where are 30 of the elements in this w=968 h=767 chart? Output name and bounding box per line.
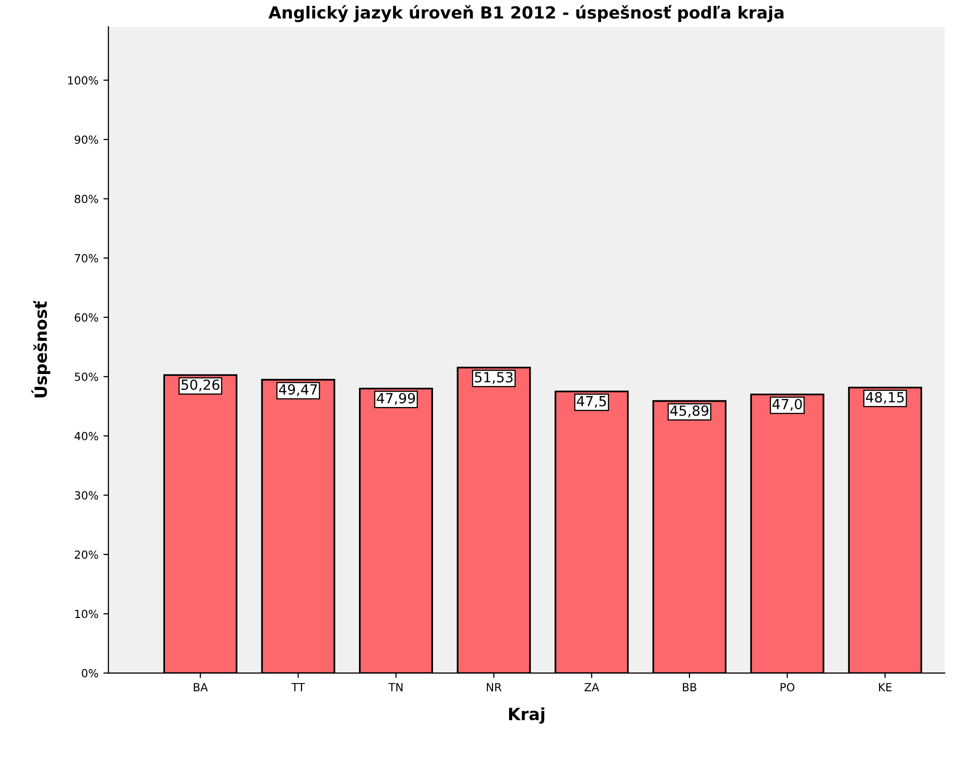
y-tick-label: 70%: [74, 254, 98, 262]
data-label: 45,89: [670, 405, 708, 418]
data-label: 47,99: [376, 392, 415, 405]
x-tick-label: TT: [291, 683, 305, 692]
data-label: 51,53: [475, 372, 513, 384]
y-tick-label: 90%: [74, 135, 98, 144]
y-tick-label: 10%: [75, 610, 98, 618]
y-axis-title: Úspešnosť: [31, 300, 50, 398]
y-tick-label: 50%: [74, 372, 98, 381]
chart-title: Anglický jazyk úroveň B1 2012 - úspešnosť podľa kraja: [268, 5, 784, 22]
x-tick-label: BA: [194, 683, 208, 692]
x-tick-label: TN: [388, 683, 402, 692]
y-tick-label: 100%: [68, 76, 98, 85]
x-tick-label: KE: [879, 683, 892, 692]
y-tick-label: 80%: [74, 194, 98, 204]
x-tick-label: ZA: [584, 683, 600, 692]
y-tick-label: 40%: [74, 432, 98, 440]
y-tick-label: 60%: [74, 313, 98, 322]
x-tick-label: BB: [682, 683, 696, 692]
data-label: 49,47: [278, 384, 317, 396]
x-tick-label: PO: [780, 682, 794, 692]
y-tick-label: 20%: [74, 550, 98, 559]
data-label: 48,15: [866, 392, 904, 404]
data-label: 47,0: [772, 398, 802, 411]
y-tick-label: 30%: [74, 491, 98, 500]
x-axis-title: Kraj: [509, 707, 544, 724]
data-label: 47,5: [576, 396, 606, 408]
y-tick-label: 0%: [82, 669, 98, 678]
x-tick-label: NR: [486, 683, 502, 692]
data-label: 50,26: [182, 379, 220, 392]
